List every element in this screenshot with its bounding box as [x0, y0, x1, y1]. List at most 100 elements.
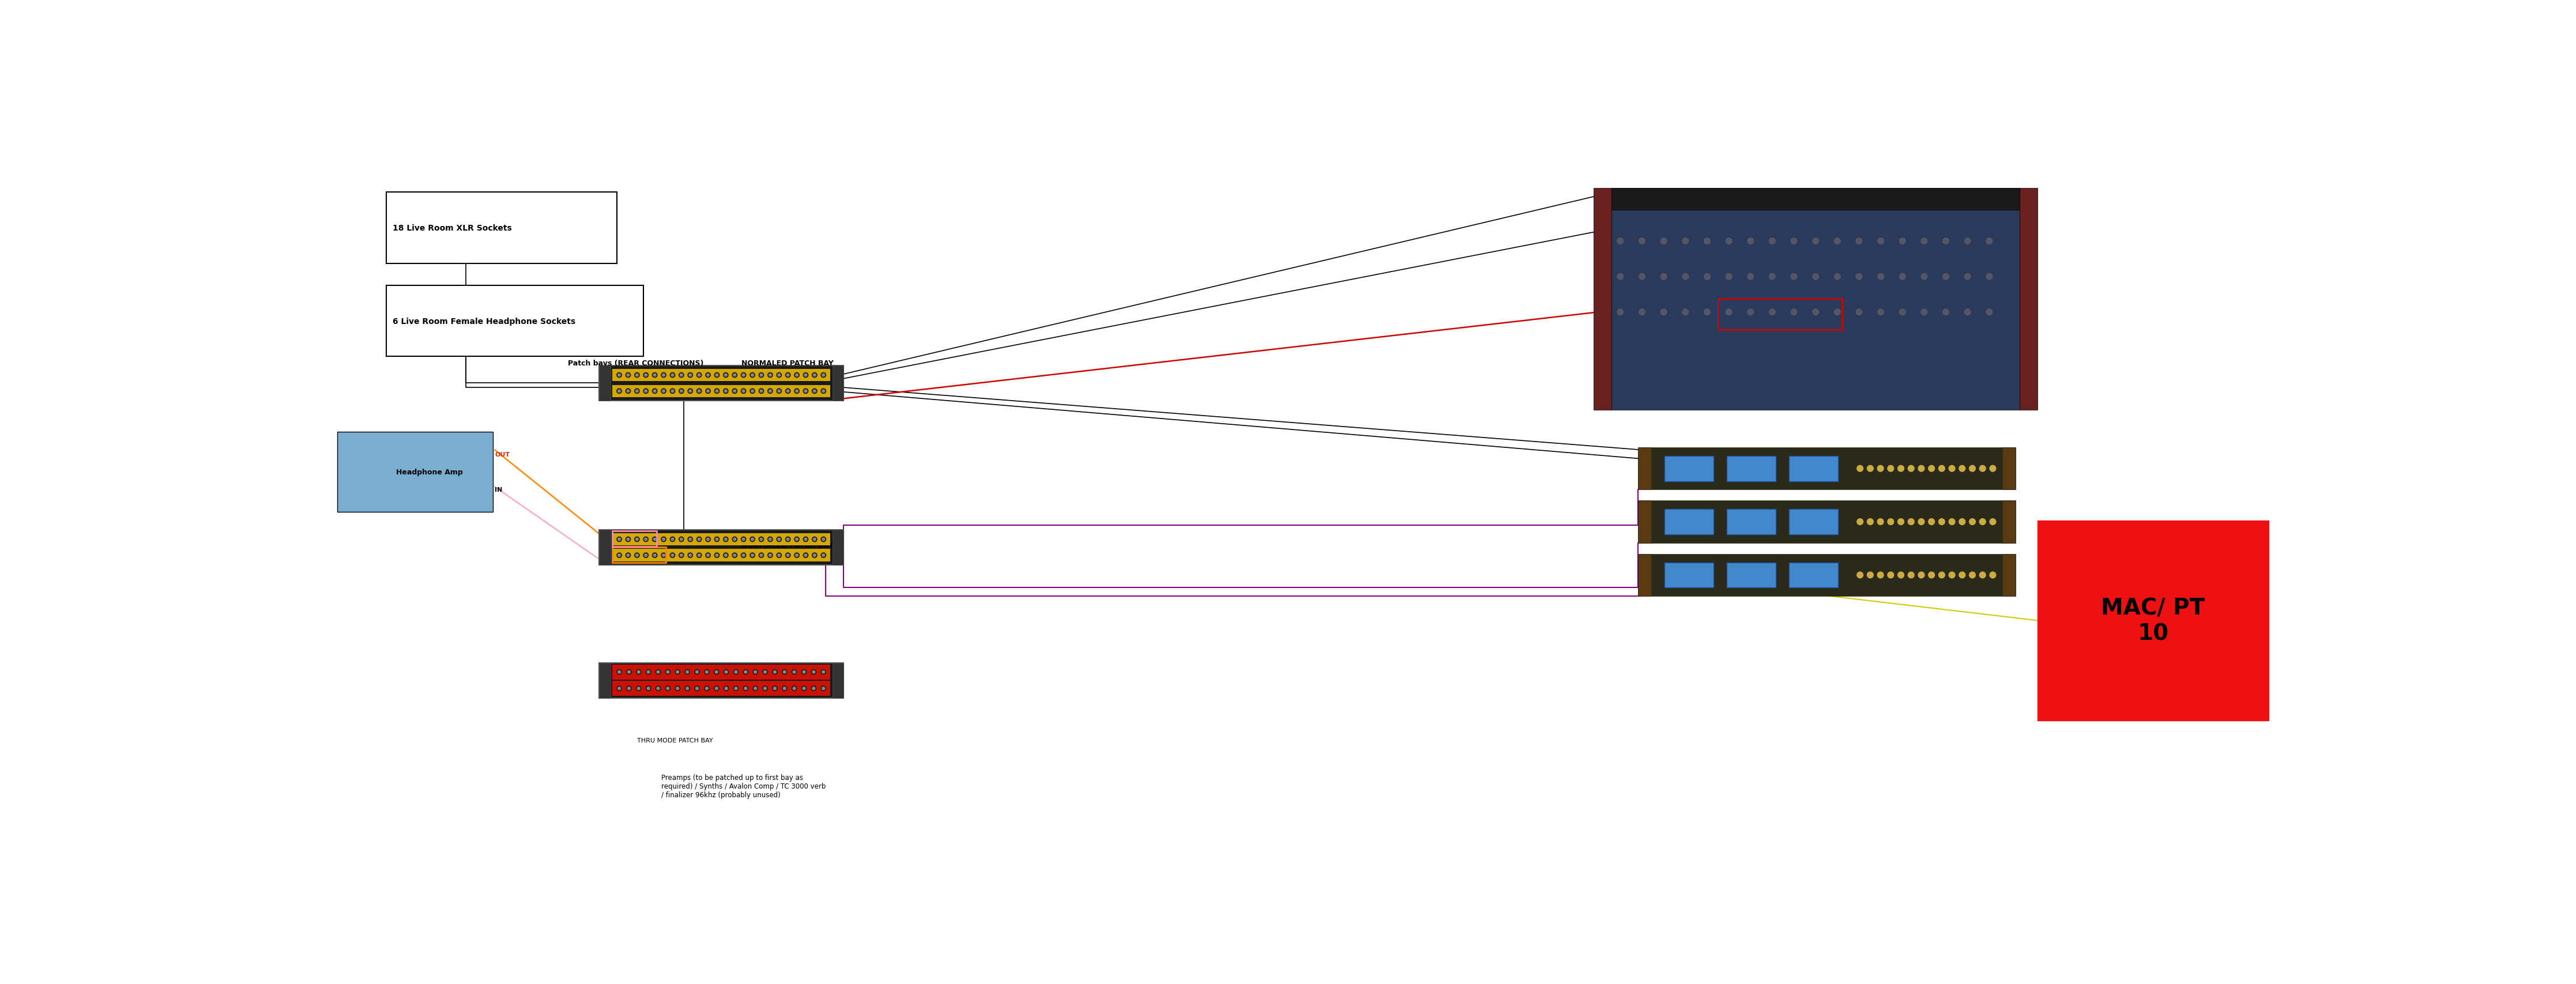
Text: Patch bays (REAR CONNECTIONS): Patch bays (REAR CONNECTIONS) — [569, 359, 703, 367]
Circle shape — [1968, 572, 1976, 579]
Circle shape — [783, 686, 788, 691]
Circle shape — [636, 686, 641, 691]
Bar — [613, 533, 829, 546]
Circle shape — [750, 389, 755, 394]
Circle shape — [644, 537, 649, 542]
Circle shape — [662, 389, 667, 394]
Circle shape — [706, 671, 708, 673]
Circle shape — [698, 538, 701, 541]
Circle shape — [644, 538, 647, 541]
Circle shape — [670, 373, 675, 378]
Circle shape — [1989, 519, 1996, 525]
Circle shape — [1978, 519, 1986, 525]
Circle shape — [768, 538, 770, 541]
Bar — [1638, 501, 1651, 543]
Circle shape — [791, 670, 796, 675]
Circle shape — [783, 687, 786, 690]
Circle shape — [811, 670, 817, 675]
Circle shape — [804, 554, 806, 557]
Circle shape — [775, 537, 781, 542]
Circle shape — [647, 671, 649, 673]
Bar — [2002, 501, 2014, 543]
Bar — [2020, 188, 2038, 410]
Circle shape — [752, 390, 755, 393]
Circle shape — [1978, 465, 1986, 472]
Bar — [832, 529, 842, 565]
Text: NORMALED PATCH BAY: NORMALED PATCH BAY — [742, 541, 835, 549]
Circle shape — [1958, 465, 1965, 472]
Bar — [1651, 448, 2002, 490]
Circle shape — [672, 554, 675, 557]
Circle shape — [804, 538, 806, 541]
Bar — [1788, 563, 1837, 587]
Circle shape — [688, 554, 690, 557]
Circle shape — [775, 553, 781, 558]
Bar — [1726, 563, 1775, 587]
Circle shape — [786, 374, 788, 377]
Circle shape — [636, 554, 639, 557]
Circle shape — [1899, 309, 1906, 316]
Circle shape — [734, 554, 737, 557]
Bar — [613, 369, 829, 382]
Circle shape — [1909, 519, 1914, 525]
Bar — [2002, 554, 2014, 596]
Circle shape — [814, 538, 817, 541]
Circle shape — [1868, 572, 1873, 579]
Circle shape — [706, 390, 708, 393]
Circle shape — [626, 670, 631, 675]
Circle shape — [732, 389, 737, 394]
Circle shape — [760, 389, 762, 394]
Circle shape — [1986, 309, 1991, 316]
Circle shape — [618, 538, 621, 541]
Bar — [1726, 510, 1775, 534]
Circle shape — [670, 537, 675, 542]
Circle shape — [654, 538, 657, 541]
Circle shape — [716, 671, 719, 673]
Bar — [2002, 448, 2014, 490]
Circle shape — [822, 686, 827, 691]
Bar — [600, 529, 611, 565]
Circle shape — [768, 554, 770, 557]
Circle shape — [652, 389, 657, 394]
Circle shape — [714, 670, 719, 675]
Bar — [337, 432, 492, 512]
Circle shape — [796, 390, 799, 393]
Circle shape — [716, 374, 719, 377]
Circle shape — [636, 670, 641, 675]
Bar — [1788, 510, 1837, 534]
Circle shape — [1878, 274, 1883, 280]
Circle shape — [1929, 465, 1935, 472]
Circle shape — [811, 686, 817, 691]
Circle shape — [811, 553, 817, 558]
Circle shape — [688, 390, 690, 393]
Circle shape — [688, 538, 690, 541]
Circle shape — [698, 554, 701, 557]
Circle shape — [696, 389, 701, 394]
Circle shape — [762, 670, 768, 675]
Circle shape — [626, 373, 631, 378]
Circle shape — [1968, 465, 1976, 472]
Circle shape — [1950, 465, 1955, 472]
Circle shape — [724, 374, 726, 377]
Circle shape — [1855, 309, 1862, 316]
Circle shape — [706, 538, 708, 541]
Circle shape — [1940, 519, 1945, 525]
Circle shape — [760, 554, 762, 557]
Circle shape — [677, 687, 680, 690]
Text: Preamps (to be patched up to first bay as
required) / Synths / Avalon Comp / TC : Preamps (to be patched up to first bay a… — [662, 773, 827, 798]
Circle shape — [1899, 274, 1906, 280]
Circle shape — [762, 671, 768, 673]
Circle shape — [644, 553, 649, 558]
Circle shape — [716, 390, 719, 393]
Bar — [613, 385, 829, 398]
Bar — [613, 664, 829, 680]
Circle shape — [1922, 238, 1927, 244]
Bar — [613, 549, 829, 562]
Circle shape — [822, 374, 824, 377]
Circle shape — [696, 671, 698, 673]
Circle shape — [1726, 274, 1731, 280]
Bar — [1613, 188, 2020, 211]
Circle shape — [724, 687, 726, 690]
Circle shape — [616, 686, 621, 691]
Circle shape — [1958, 519, 1965, 525]
